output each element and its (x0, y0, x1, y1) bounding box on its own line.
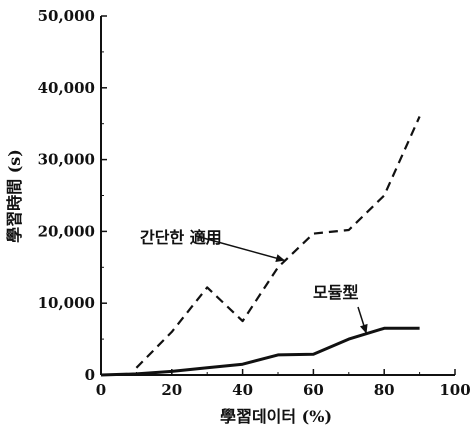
x-tick-label: 80 (374, 381, 395, 399)
series-line-1 (100, 326, 420, 377)
x-tick-label: 20 (161, 381, 182, 399)
y-tick-label: 50,000 (38, 7, 95, 25)
annotation-label-1: 모듈型 (313, 283, 358, 302)
annotation-arrowhead-1 (359, 323, 368, 334)
annotation-label-0: 간단한 適用 (140, 228, 222, 247)
x-tick-label: 0 (96, 381, 106, 399)
x-axis-title: 學習데이터 (%) (220, 407, 332, 426)
series-line-0 (135, 116, 421, 369)
ticks: 0 10,000 20,000 30,000 40,000 50,000 0 20 40 60 80… (38, 7, 471, 399)
y-axis-title: 學習時間 (s) (5, 149, 24, 243)
axes (100, 16, 455, 376)
annotations: 간단한 適用 모듈型 (140, 228, 368, 334)
y-tick-label: 40,000 (38, 79, 95, 97)
x-tick-label: 100 (439, 381, 470, 399)
annotation-arrowhead-0 (275, 254, 286, 263)
y-tick-label: 30,000 (38, 151, 95, 169)
y-tick-label: 10,000 (38, 294, 95, 312)
y-tick-label: 0 (85, 366, 95, 384)
y-tick-label: 20,000 (38, 222, 95, 240)
annotation-arrow-line-0 (195, 235, 286, 262)
x-tick-label: 40 (232, 381, 253, 399)
x-tick-label: 60 (303, 381, 324, 399)
